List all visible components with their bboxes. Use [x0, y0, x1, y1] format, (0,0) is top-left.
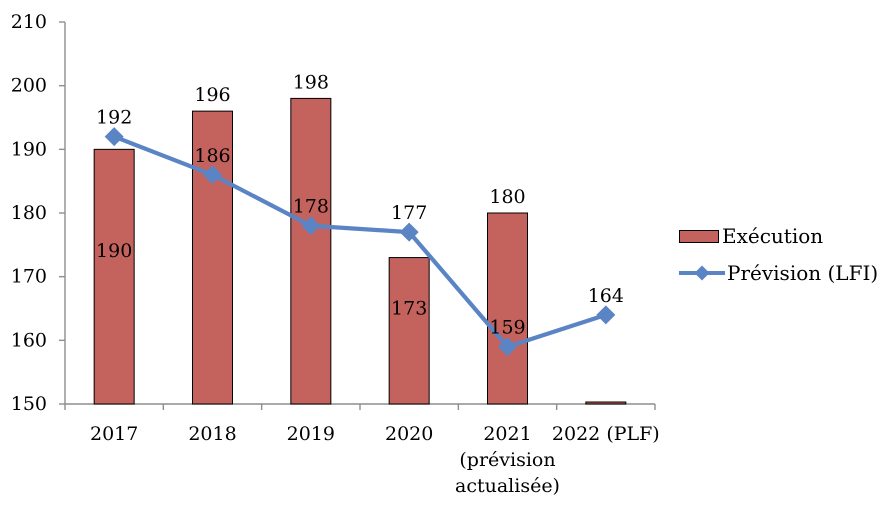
x-axis-category-label: 2018 [188, 423, 236, 445]
line-point-2022 [596, 305, 616, 325]
legend-item-execution: Exécution [679, 224, 878, 248]
x-axis-category-label: 2020 [385, 423, 433, 445]
bar-2019 [290, 97, 332, 405]
x-axis-category-label: 2017 [90, 423, 138, 445]
y-axis-tick-label: 150 [11, 393, 47, 415]
y-axis-tick-label: 160 [11, 329, 47, 351]
y-axis-tick-label: 190 [11, 138, 47, 160]
bar-2022 [585, 401, 627, 405]
line-data-label: 186 [194, 145, 230, 167]
bar-2020 [388, 257, 430, 405]
line-point-2018 [203, 165, 222, 185]
line-data-label: 178 [293, 196, 329, 218]
line-point-2019 [301, 216, 321, 236]
y-axis-tick-label: 200 [11, 75, 47, 97]
x-axis-category-label: (prévision [459, 449, 555, 471]
bar-data-label: 190 [96, 240, 132, 262]
legend-label-execution: Exécution [722, 224, 824, 248]
bar-data-label: 173 [391, 298, 427, 320]
line-data-label: 164 [588, 285, 624, 307]
x-axis-category-label: 2019 [287, 423, 335, 445]
y-axis-tick-label: 180 [11, 202, 47, 224]
x-axis-category-label: actualisée) [455, 475, 560, 497]
legend-label-prevision: Prévision (LFI) [727, 261, 879, 285]
line-data-label: 177 [391, 202, 427, 224]
bar-data-label: 196 [194, 84, 230, 106]
line-point-2020 [399, 222, 419, 242]
line-data-label: 192 [96, 107, 132, 129]
line-point-2021 [498, 337, 517, 357]
x-axis-category-label: 2021 [483, 423, 531, 445]
execution-bar-swatch-icon [679, 229, 719, 243]
y-axis-tick-label: 210 [11, 11, 47, 33]
bar-2017 [93, 148, 135, 405]
bar-data-label: 180 [489, 186, 525, 208]
legend-diamond-marker [694, 265, 710, 281]
chart-legend: Exécution Prévision (LFI) [679, 224, 878, 285]
bar-2018 [192, 110, 233, 405]
prevision-line [112, 134, 608, 349]
y-axis-tick-label: 170 [11, 266, 47, 288]
line-point-2017 [104, 127, 124, 147]
bar-data-label: 198 [293, 71, 329, 93]
bar-2021 [487, 212, 528, 405]
legend-item-prevision: Prévision (LFI) [679, 261, 878, 285]
x-axis-category-label: 2022 (PLF) [552, 423, 660, 445]
prevision-line-diamond-icon [679, 265, 725, 281]
line-data-label: 159 [489, 317, 525, 339]
